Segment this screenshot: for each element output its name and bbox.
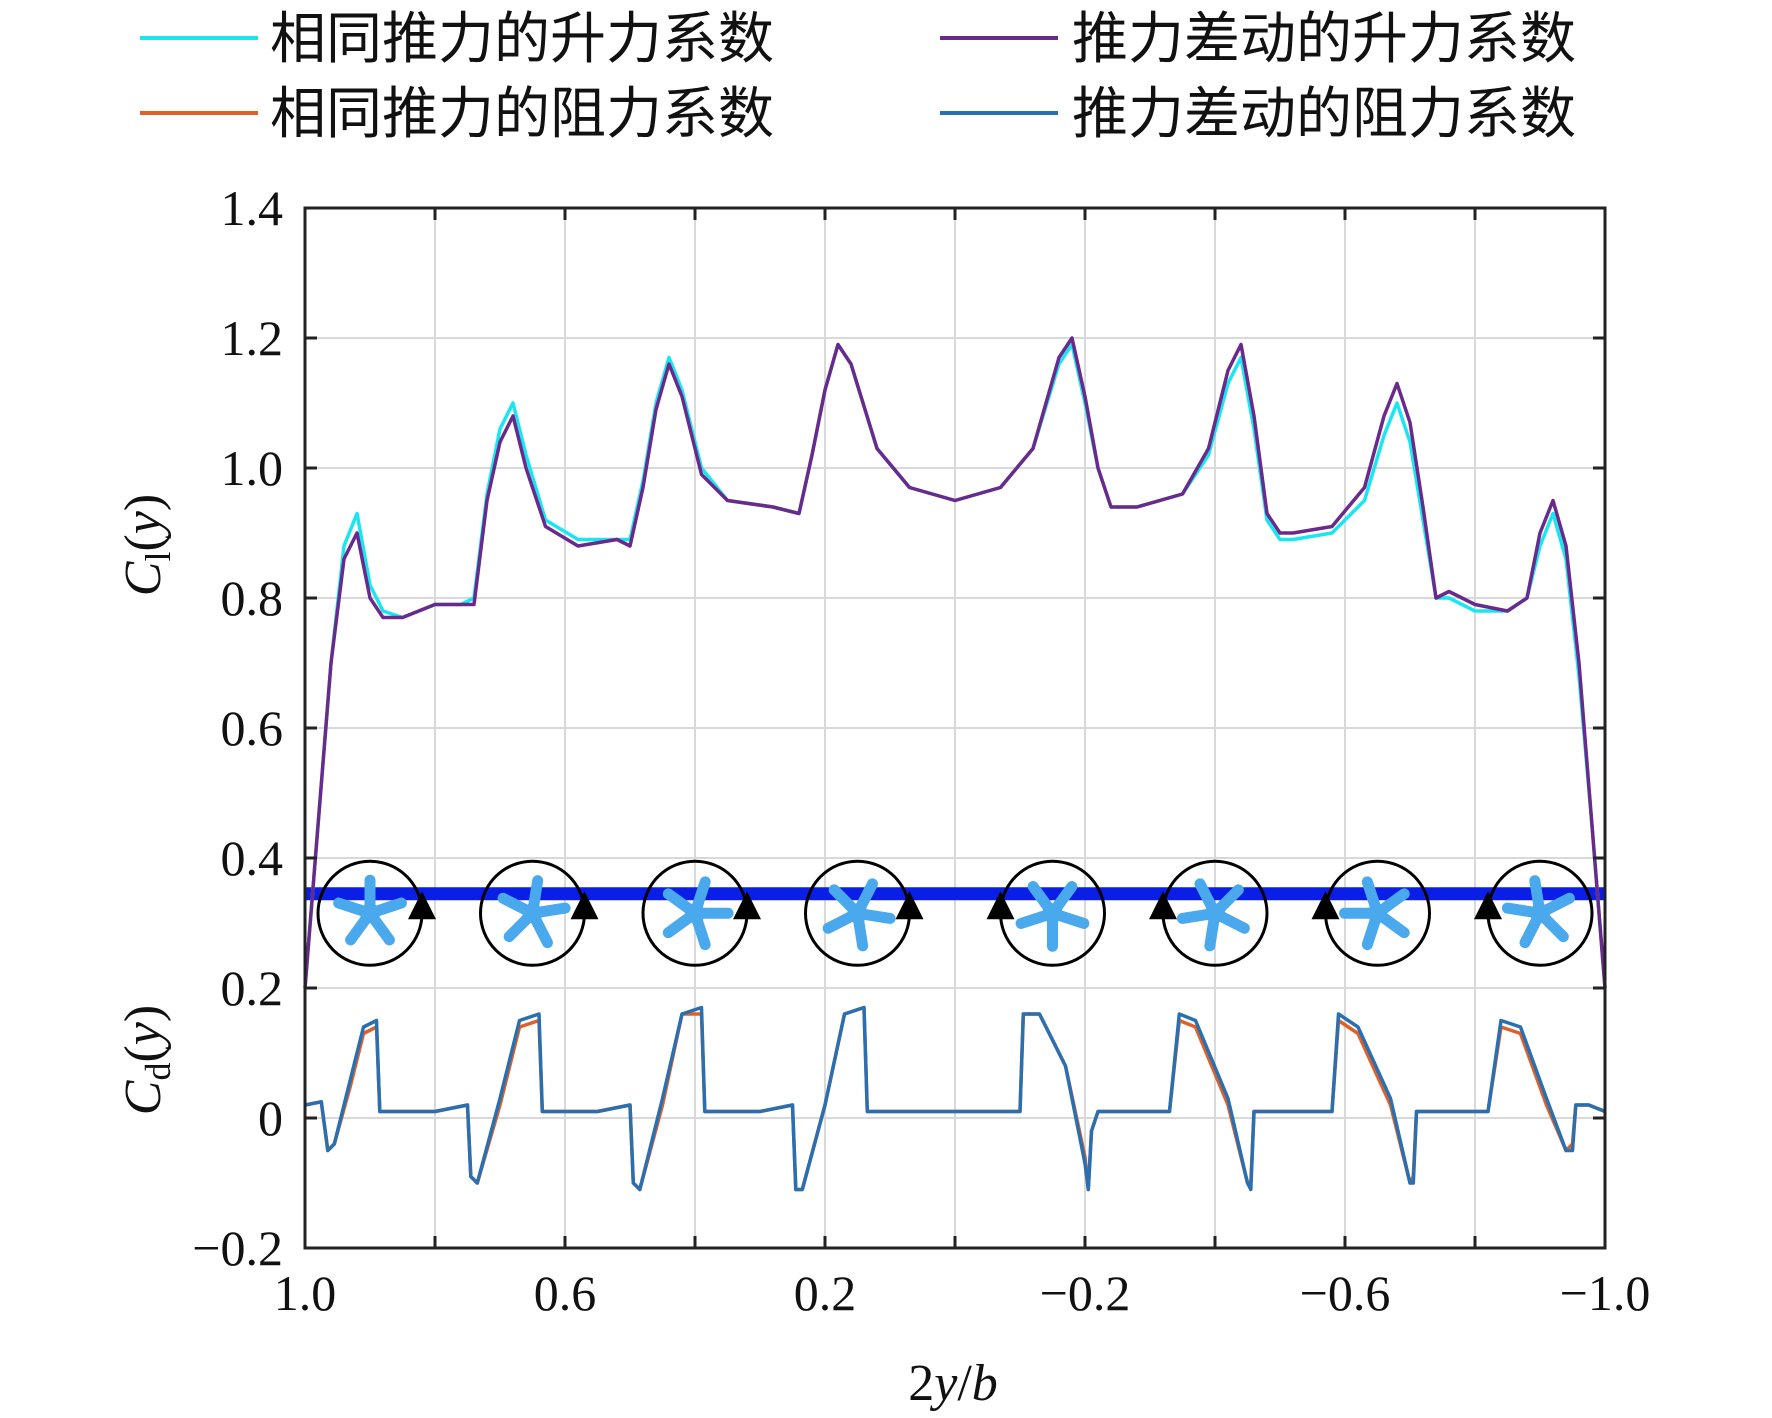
propeller-hub [1530, 903, 1550, 924]
propeller-hub [1042, 903, 1063, 924]
legend-label-same-thrust-lift: 相同推力的升力系数 [270, 7, 774, 72]
y-tick-label: 0.4 [221, 830, 284, 886]
series-line-2 [303, 336, 1607, 989]
propeller-1-icon [316, 859, 436, 967]
propeller-6-icon [1149, 859, 1269, 967]
propeller-2-icon [479, 859, 599, 967]
x-axis-label: 2y/b [908, 1355, 998, 1412]
propeller-3-icon [641, 859, 761, 967]
rotation-arrow-icon [408, 891, 436, 920]
legend-label-differential-thrust-lift: 推力差动的升力系数 [1072, 7, 1576, 72]
y-tick-label: 0.6 [221, 700, 284, 756]
y-tick-label: 1.2 [221, 310, 284, 366]
y-tick-label: 0.8 [221, 570, 284, 626]
propeller-hub [1367, 903, 1388, 924]
propeller-hub [847, 903, 868, 924]
rotation-arrow-icon [1311, 891, 1340, 920]
axes: 1.0 0.6 0.2 −0.2 −0.6 −1.0 1.4 1.2 1.0 0.8 0.6 0.4 0… [192, 180, 1650, 1321]
x-tick-label: −1.0 [1560, 1265, 1651, 1321]
rotation-arrow-icon [895, 891, 924, 920]
y-tick-label: −0.2 [192, 1220, 283, 1276]
series-line-4 [304, 1005, 1606, 1192]
propeller-hub [522, 903, 543, 924]
propeller-layer [316, 859, 1594, 967]
propeller-hub [685, 903, 705, 924]
legend-label-differential-thrust-drag: 推力差动的阻力系数 [1072, 82, 1576, 147]
x-tick-label: 1.0 [274, 1265, 337, 1321]
y-axis-label-drag: Cd(y) [115, 1005, 178, 1115]
legend: 相同推力的升力系数 推力差动的升力系数 相同推力的阻力系数 推力差动的阻力系数 [140, 7, 1576, 147]
legend-label-same-thrust-drag: 相同推力的阻力系数 [270, 82, 774, 147]
y-tick-label: 1.0 [221, 440, 284, 496]
propeller-hub [360, 903, 380, 924]
x-tick-label: 0.6 [534, 1265, 597, 1321]
rotation-arrow-icon [986, 891, 1015, 920]
propeller-hub [1205, 903, 1225, 924]
propeller-5-icon [986, 859, 1106, 967]
rotation-arrow-icon [1149, 891, 1177, 920]
rotation-arrow-icon [733, 891, 761, 920]
propeller-7-icon [1311, 859, 1431, 967]
y-tick-label: 1.4 [221, 180, 284, 236]
y-axis-label-lift: Cl(y) [115, 494, 178, 596]
propeller-4-icon [804, 859, 924, 967]
rotation-arrow-icon [570, 891, 599, 920]
rotation-arrow-icon [1474, 891, 1502, 920]
propeller-8-icon [1474, 859, 1594, 967]
y-tick-label: 0.2 [221, 960, 284, 1016]
series-layer [303, 336, 1607, 1192]
x-tick-label: −0.2 [1040, 1265, 1131, 1321]
y-tick-label: 0 [258, 1090, 283, 1146]
x-tick-label: 0.2 [794, 1265, 857, 1321]
x-tick-label: −0.6 [1300, 1265, 1391, 1321]
